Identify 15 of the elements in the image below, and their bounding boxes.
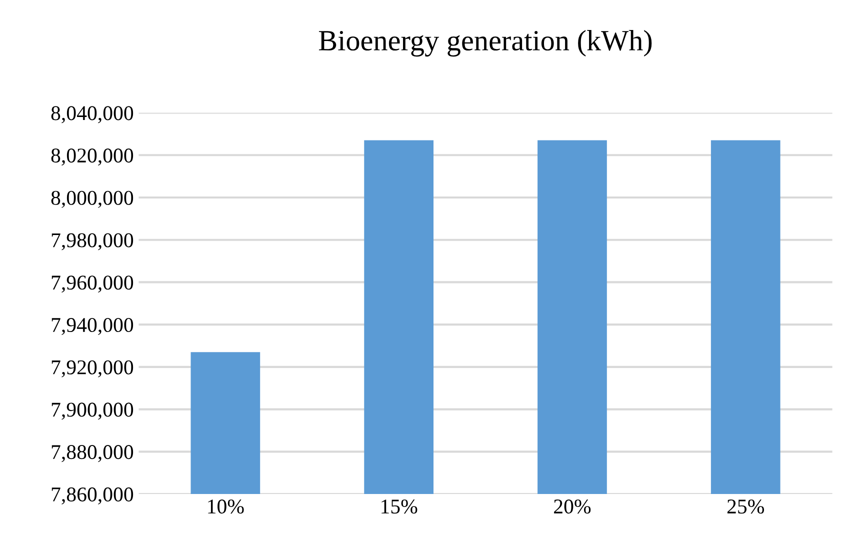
x-tick-label: 25% [727, 500, 764, 514]
x-tick-label: 10% [208, 500, 244, 514]
chart-title: Bioenergy generation (kWh) [318, 30, 652, 57]
y-tick-label: 8,000,000 [51, 190, 134, 208]
y-tick-label: 7,880,000 [52, 445, 134, 462]
y-tick-label: 7,960,000 [52, 276, 134, 293]
y-tick-label: 7,860,000 [52, 487, 134, 504]
x-tick-label: 20% [554, 500, 591, 514]
x-tick-label: 15% [382, 500, 418, 514]
y-tick-label: 7,940,000 [52, 318, 134, 336]
y-tick-label: 7,900,000 [52, 402, 134, 420]
y-tick-label: 8,020,000 [51, 148, 134, 166]
y-tick-label: 7,980,000 [52, 233, 134, 250]
y-tick-label: 8,040,000 [51, 106, 134, 124]
y-tick-label: 7,920,000 [52, 360, 134, 378]
